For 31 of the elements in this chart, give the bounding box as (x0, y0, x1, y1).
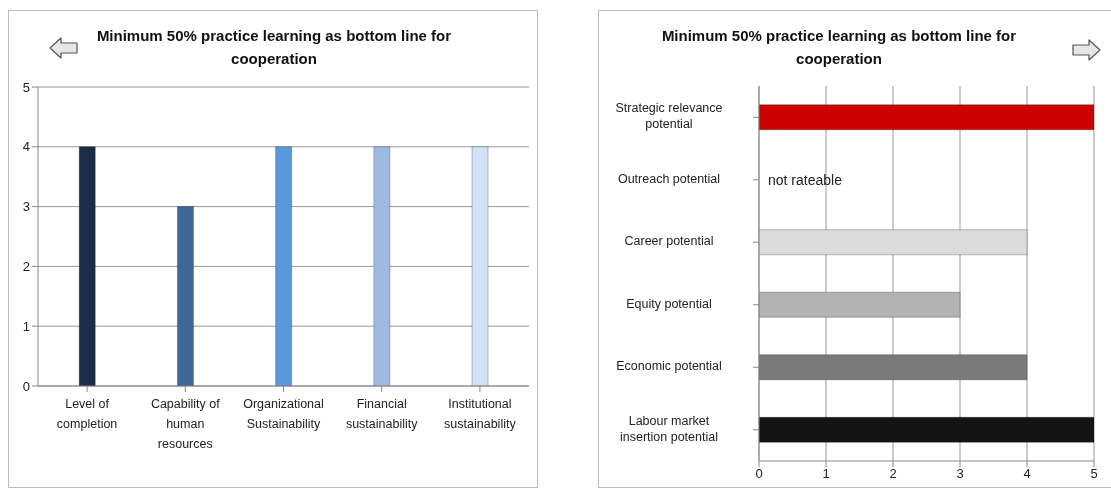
x-tick-label: 1 (822, 466, 830, 482)
bar (759, 229, 1028, 256)
y-tick-label: Strategic relevance potential (615, 101, 723, 132)
y-tick-label: 3 (22, 199, 30, 215)
x-tick-label: Level of completion (56, 397, 118, 431)
y-tick-label: 1 (22, 318, 30, 334)
x-tick-label: 2 (889, 466, 897, 482)
y-tick-label: Equity potential (626, 297, 712, 312)
y-tick-label: Career potential (624, 234, 714, 249)
y-tick-label: Economic potential (616, 359, 722, 374)
annotation: not rateable (768, 171, 843, 188)
y-tick-label: 4 (22, 139, 30, 155)
bar (759, 291, 961, 318)
chart-title: Minimum 50% practice learning as bottom line for cooperation (95, 26, 453, 69)
bar (759, 416, 1094, 443)
y-tick-label: 5 (22, 79, 30, 95)
x-tick-label: Institutional sustainability (444, 397, 517, 431)
x-tick-label: Capability of human resources (150, 397, 221, 451)
bar (759, 104, 1094, 131)
x-tick-label: 3 (956, 466, 964, 482)
x-tick-label: 4 (1023, 466, 1031, 482)
y-tick-label: 0 (22, 378, 30, 394)
chart-title: Minimum 50% practice learning as bottom line for cooperation (660, 26, 1018, 69)
y-tick-label: Labour market insertion potential (620, 414, 718, 445)
bar (759, 354, 1028, 381)
x-tick-label: Organizational Sustainability (243, 397, 324, 431)
x-tick-label: 5 (1090, 466, 1098, 482)
y-tick-label: Outreach potential (617, 172, 721, 187)
y-tick-label: 2 (22, 259, 30, 275)
x-tick-label: 0 (755, 466, 763, 482)
x-tick-label: Financial sustainability (345, 397, 419, 431)
